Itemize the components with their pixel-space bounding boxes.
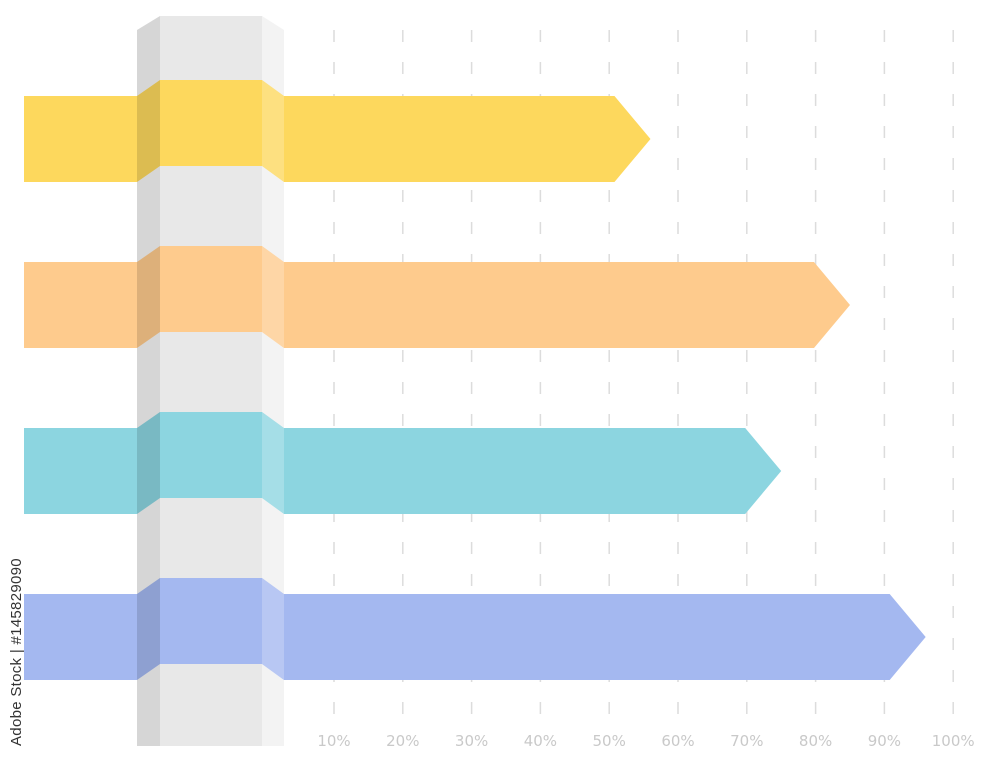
tick-label: 50% <box>593 732 626 750</box>
bar-fold-right <box>262 412 284 514</box>
watermark-text: Adobe Stock | #145829090 <box>8 558 25 746</box>
bar-fold-left <box>137 80 160 182</box>
bar-1 <box>24 80 651 182</box>
bar-fold-right <box>262 80 284 182</box>
tick-label: 30% <box>455 732 488 750</box>
tick-label: 60% <box>661 732 694 750</box>
band-left-face <box>137 16 160 746</box>
bars <box>24 80 926 680</box>
tick-label: 70% <box>730 732 763 750</box>
vertical-band-overlay <box>137 80 284 680</box>
bar-fold-left <box>137 246 160 348</box>
band-right-face <box>262 16 284 746</box>
bar-fold-right <box>262 578 284 680</box>
tick-label: 10% <box>317 732 350 750</box>
stock-watermark: Adobe Stock | #145829090 <box>4 510 32 750</box>
bar-4 <box>24 578 926 680</box>
tick-label: 80% <box>799 732 832 750</box>
bar-fold-left <box>137 578 160 680</box>
bar-fold-right <box>262 246 284 348</box>
bar-3 <box>24 412 782 514</box>
bar-fold-left <box>137 412 160 514</box>
tick-label: 20% <box>386 732 419 750</box>
x-axis-ticks: 10% 20% 30% 40% 50% 60% 70% 80% 90% 100% <box>317 732 974 750</box>
tick-label: 40% <box>524 732 557 750</box>
bar-2 <box>24 246 850 348</box>
tick-label: 100% <box>932 732 975 750</box>
tick-label: 90% <box>868 732 901 750</box>
